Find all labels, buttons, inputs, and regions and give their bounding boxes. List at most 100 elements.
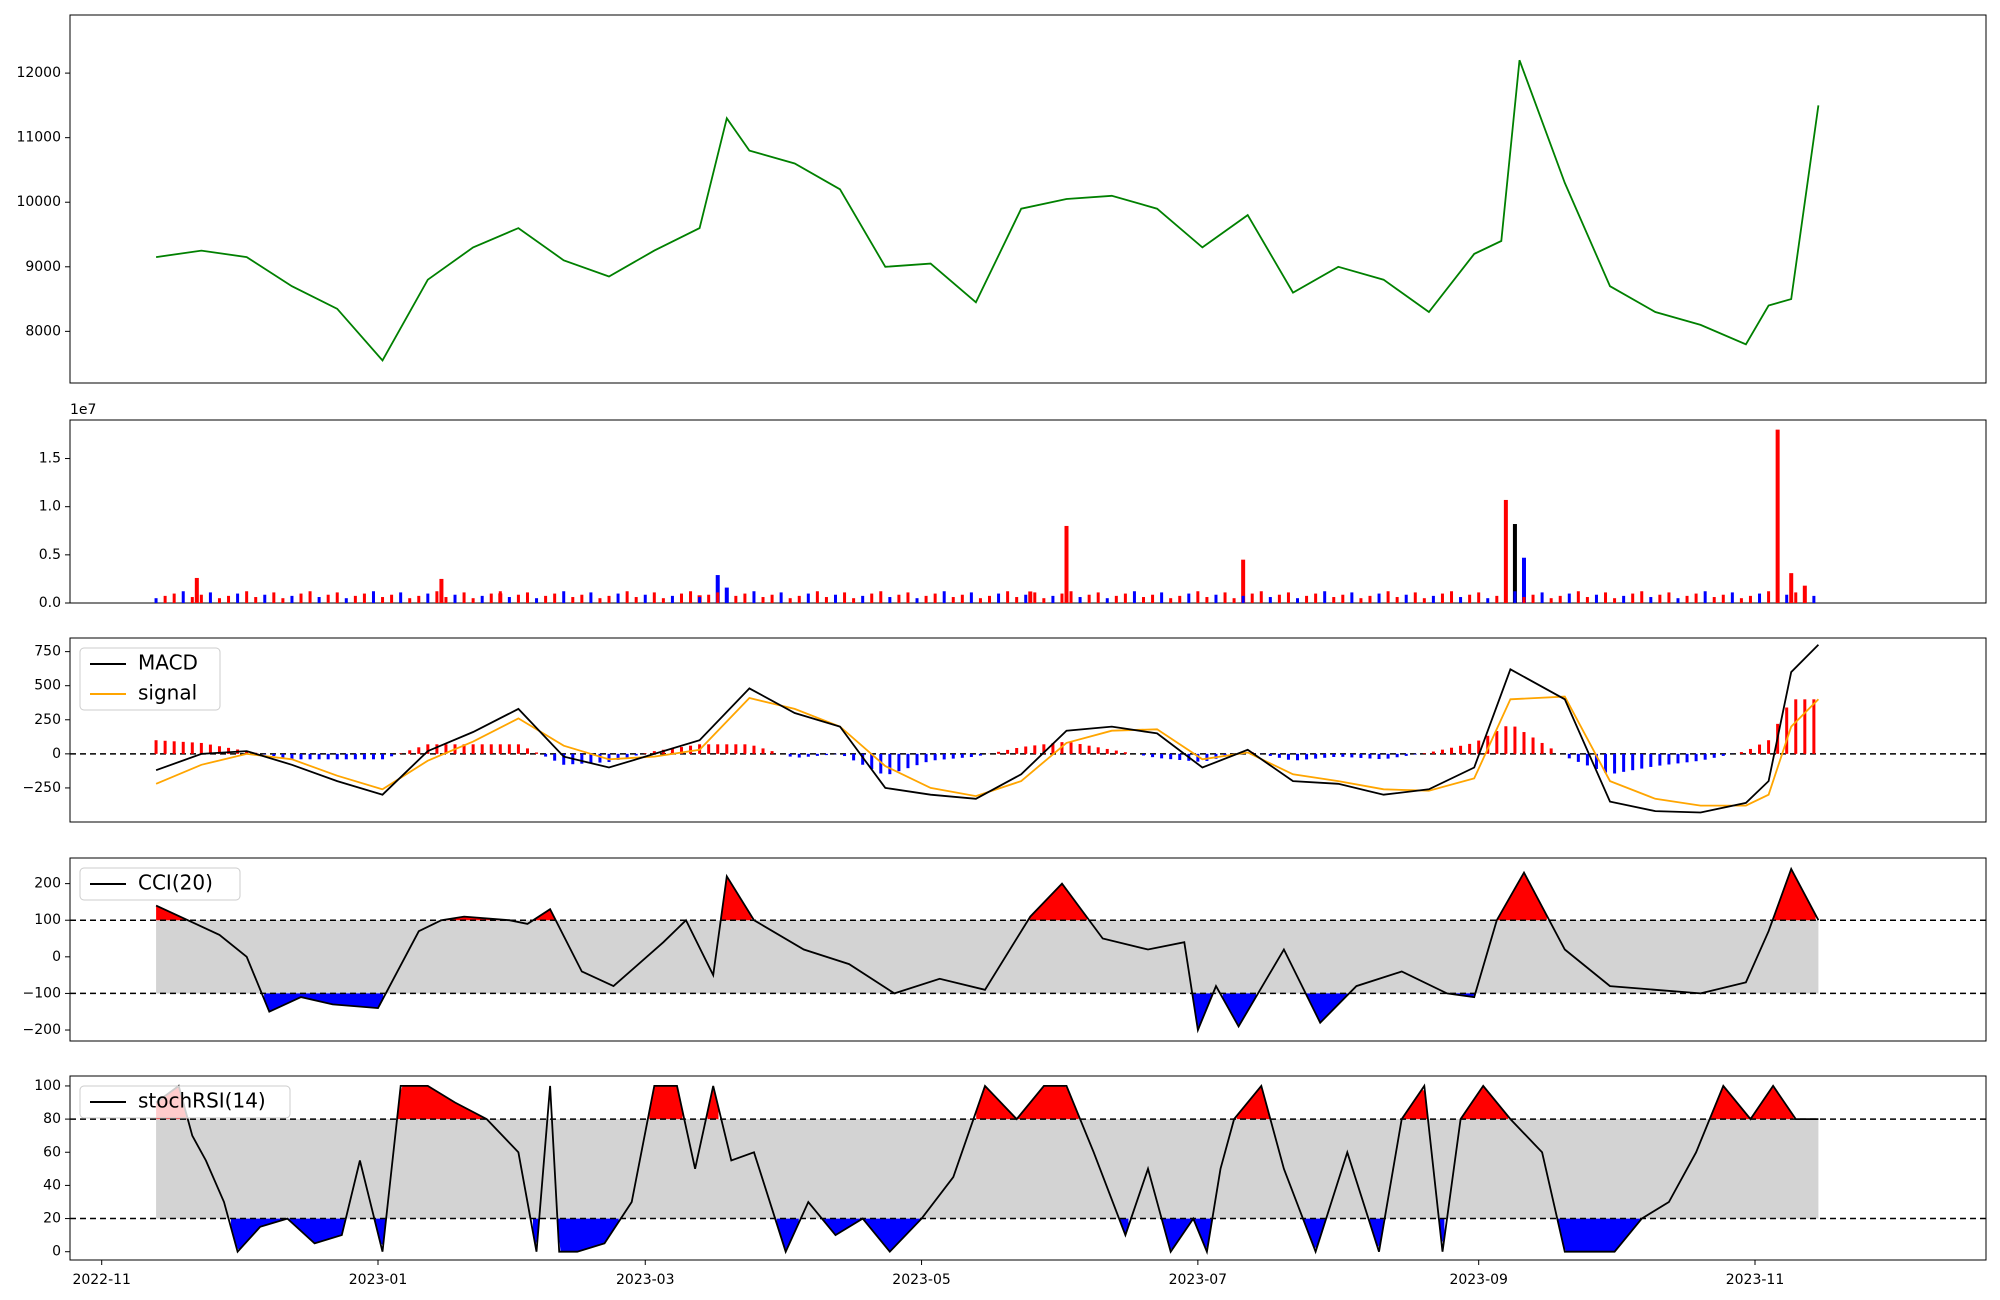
volume-bar	[1160, 592, 1164, 603]
macd-histogram-bar	[516, 744, 520, 754]
volume-bar	[344, 598, 348, 603]
y-tick-label: 0	[52, 1244, 61, 1260]
macd-histogram-bar	[362, 753, 366, 760]
volume-bar	[1169, 598, 1173, 603]
macd-histogram-bar	[1024, 746, 1028, 754]
macd-histogram-bar	[1377, 753, 1381, 760]
volume-bar	[1395, 597, 1399, 603]
volume-bar	[1812, 595, 1816, 603]
volume-bar	[1604, 592, 1608, 603]
volume-bar	[439, 578, 444, 603]
volume-bar	[1268, 597, 1272, 603]
y-tick-label: 11000	[16, 130, 61, 146]
macd-histogram-bar	[217, 746, 221, 754]
macd-histogram-bar	[1803, 699, 1807, 754]
macd-histogram-bar	[199, 742, 203, 754]
macd-histogram-bar	[290, 753, 294, 760]
y-tick-label: 0.5	[39, 547, 61, 563]
macd-histogram-bar	[154, 740, 158, 754]
macd-histogram-bar	[870, 753, 874, 770]
legend-label: stochRSI(14)	[138, 1089, 266, 1113]
macd-histogram-bar	[1142, 753, 1146, 756]
macd-histogram-bar	[1332, 753, 1336, 757]
volume-bar	[879, 591, 883, 603]
macd-histogram-bar	[852, 753, 856, 761]
macd-histogram-bar	[1196, 753, 1200, 762]
y-tick-label: 750	[34, 644, 61, 660]
macd-histogram-bar	[272, 753, 276, 757]
volume-bar	[1087, 594, 1091, 603]
volume-bar	[1649, 597, 1653, 603]
x-tick-label: 2022-11	[72, 1272, 131, 1288]
y-tick-label: −250	[23, 780, 61, 796]
macd-histogram-bar	[1395, 753, 1399, 758]
volume-bar	[915, 598, 919, 603]
volume-bar	[381, 597, 385, 603]
macd-histogram-bar	[1151, 753, 1155, 758]
macd-histogram-bar	[806, 753, 810, 757]
x-tick-label: 2023-03	[616, 1272, 675, 1288]
macd-histogram-bar	[616, 753, 620, 760]
macd-histogram-bar	[227, 747, 231, 754]
legend: MACD signal	[79, 647, 221, 711]
volume-bar	[1205, 597, 1209, 603]
volume-bar	[1739, 598, 1743, 603]
macd-histogram-bar	[535, 752, 539, 754]
macd-histogram-bar	[444, 744, 448, 754]
price-line	[155, 59, 1820, 362]
y-tick-label: 40	[43, 1177, 61, 1193]
volume-bar	[1051, 595, 1055, 603]
macd-histogram-bar	[1540, 742, 1544, 754]
volume-bar	[1069, 591, 1073, 603]
macd-histogram-bar	[1341, 753, 1345, 757]
volume-bar	[489, 593, 493, 603]
x-tick-label: 2023-11	[1726, 1272, 1785, 1288]
overbought-fill	[976, 1085, 1079, 1120]
volume-bar	[1123, 593, 1127, 603]
oversold-fill	[230, 1218, 345, 1250]
volume-bar	[1151, 594, 1155, 603]
volume-bar	[589, 592, 593, 603]
volume-bar	[1703, 591, 1707, 603]
volume-bar	[870, 593, 874, 603]
macd-histogram-bar	[1767, 740, 1771, 754]
legend: CCI(20)	[79, 867, 241, 901]
macd-histogram-bar	[326, 753, 330, 760]
macd-histogram-bar	[1404, 753, 1408, 756]
volume-bar	[1028, 591, 1033, 603]
volume-bar	[1386, 591, 1390, 603]
macd-histogram-bar	[1413, 753, 1417, 755]
macd-histogram-bar	[471, 744, 475, 754]
macd-histogram-bar	[997, 751, 1001, 754]
volume-bar	[1775, 429, 1780, 603]
volume-bar	[843, 592, 847, 603]
volume-bar	[1613, 598, 1617, 603]
volume-bar	[1024, 594, 1028, 603]
volume-bar	[933, 593, 937, 603]
volume-bar	[1042, 598, 1046, 603]
volume-bar	[833, 594, 837, 603]
macd-histogram-bar	[1676, 753, 1680, 764]
macd-histogram-bar	[580, 753, 584, 764]
volume-bar	[770, 594, 774, 603]
volume-bar	[1594, 594, 1598, 603]
panel-frame	[69, 637, 1987, 823]
volume-bar	[661, 598, 665, 603]
macd-histogram-bar	[1794, 699, 1798, 754]
macd-histogram-bar	[1812, 699, 1816, 754]
volume-bar	[1776, 597, 1780, 603]
macd-line	[155, 644, 1820, 814]
volume-bar	[1114, 595, 1118, 603]
macd-histogram-bar	[1006, 749, 1010, 754]
y-tick-label: 0	[52, 746, 61, 762]
volume-bar	[689, 591, 693, 603]
volume-bar	[199, 594, 203, 603]
macd-histogram-bar	[607, 753, 611, 763]
volume-bar	[299, 593, 303, 603]
legend-label: CCI(20)	[138, 871, 213, 895]
signal-line	[155, 695, 1820, 807]
macd-histogram-bar	[1350, 753, 1354, 758]
y-tick-label: 100	[34, 1078, 61, 1094]
oversold-fill	[1161, 1218, 1212, 1250]
volume-bar	[1105, 598, 1109, 603]
